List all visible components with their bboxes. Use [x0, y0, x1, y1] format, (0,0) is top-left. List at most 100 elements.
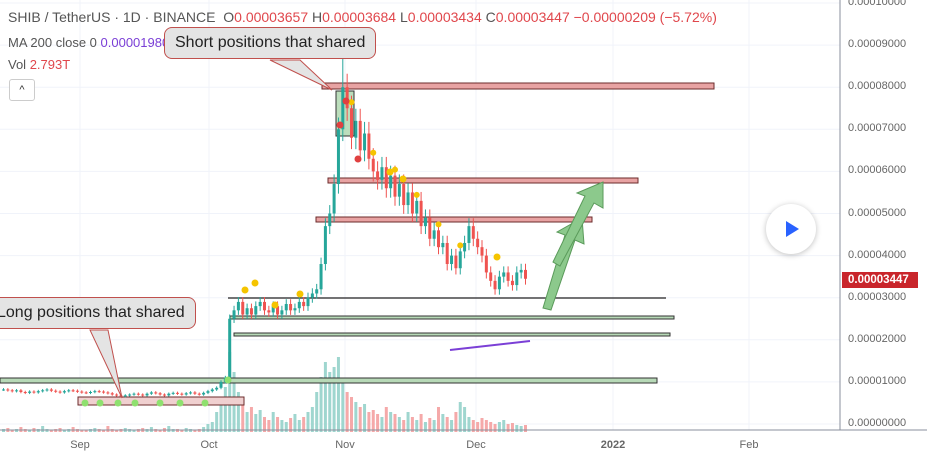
candle[interactable]: [15, 390, 19, 392]
candle[interactable]: [232, 310, 236, 319]
symbol-title[interactable]: SHIB / TetherUS · 1D · BINANCE: [8, 9, 216, 25]
candle[interactable]: [219, 381, 223, 388]
candle[interactable]: [149, 392, 153, 394]
candle[interactable]: [454, 255, 458, 269]
candle[interactable]: [289, 304, 293, 311]
play-button[interactable]: [766, 204, 816, 254]
candle[interactable]: [402, 184, 406, 206]
candle[interactable]: [241, 301, 245, 315]
candle[interactable]: [419, 200, 423, 227]
candle[interactable]: [350, 108, 353, 138]
candle[interactable]: [410, 192, 414, 214]
resistance-zone[interactable]: [315, 216, 593, 223]
candle[interactable]: [180, 393, 184, 395]
candle[interactable]: [189, 392, 193, 394]
candle[interactable]: [267, 310, 271, 313]
candle[interactable]: [297, 301, 301, 309]
candle[interactable]: [476, 238, 480, 248]
candle[interactable]: [258, 301, 262, 307]
candle[interactable]: [176, 392, 179, 394]
candle[interactable]: [89, 392, 92, 394]
candle[interactable]: [367, 133, 371, 159]
candle[interactable]: [515, 272, 519, 286]
candle[interactable]: [276, 306, 280, 315]
candle[interactable]: [2, 389, 5, 391]
candle[interactable]: [171, 392, 175, 394]
candle[interactable]: [167, 393, 171, 396]
candle[interactable]: [202, 392, 206, 395]
candle[interactable]: [210, 389, 214, 392]
candle[interactable]: [23, 392, 27, 394]
candle[interactable]: [376, 171, 380, 180]
candle[interactable]: [32, 391, 36, 393]
candle[interactable]: [437, 230, 440, 248]
candle[interactable]: [110, 393, 114, 395]
candle[interactable]: [306, 297, 310, 307]
candle[interactable]: [249, 308, 253, 315]
candle[interactable]: [245, 308, 249, 315]
candle[interactable]: [93, 391, 97, 393]
candle[interactable]: [6, 389, 10, 391]
candle[interactable]: [341, 87, 345, 130]
ma-legend[interactable]: MA 200 close 0 0.00001980: [8, 35, 169, 50]
candle[interactable]: [323, 226, 327, 265]
candle[interactable]: [67, 390, 71, 392]
candle[interactable]: [463, 242, 467, 252]
candle[interactable]: [524, 269, 527, 279]
resistance-zone[interactable]: [327, 177, 639, 184]
candle[interactable]: [371, 158, 375, 172]
candle[interactable]: [406, 192, 410, 206]
candle[interactable]: [254, 306, 258, 315]
candle[interactable]: [54, 390, 58, 392]
candle[interactable]: [302, 301, 306, 307]
collapse-legend-button[interactable]: ^: [9, 79, 35, 101]
candle[interactable]: [136, 393, 140, 395]
candle[interactable]: [450, 255, 454, 265]
candle[interactable]: [41, 390, 45, 392]
long-positions-callout[interactable]: Long positions that shared: [0, 297, 196, 329]
candle[interactable]: [236, 301, 240, 311]
candle[interactable]: [384, 167, 388, 189]
resistance-zone[interactable]: [321, 82, 715, 90]
candle[interactable]: [19, 390, 23, 393]
candle[interactable]: [197, 393, 201, 395]
candle[interactable]: [415, 200, 419, 214]
candle[interactable]: [380, 167, 384, 180]
candle[interactable]: [154, 392, 158, 394]
candle[interactable]: [106, 392, 110, 394]
candle[interactable]: [128, 394, 132, 396]
candle[interactable]: [45, 389, 49, 391]
candle[interactable]: [62, 391, 66, 393]
candle[interactable]: [467, 226, 471, 243]
candle[interactable]: [271, 306, 275, 313]
candle[interactable]: [184, 393, 188, 395]
candle[interactable]: [28, 391, 32, 393]
candle[interactable]: [497, 276, 501, 290]
candle[interactable]: [10, 390, 14, 392]
candle[interactable]: [141, 394, 145, 396]
candle[interactable]: [315, 289, 319, 294]
candle[interactable]: [354, 120, 358, 138]
candle[interactable]: [49, 389, 53, 391]
candle[interactable]: [71, 390, 75, 392]
candle[interactable]: [319, 264, 323, 290]
candle[interactable]: [432, 230, 436, 239]
candle[interactable]: [123, 395, 127, 397]
candle[interactable]: [58, 391, 62, 393]
candle[interactable]: [336, 129, 340, 185]
support-zone[interactable]: [0, 377, 658, 384]
candle[interactable]: [145, 393, 149, 396]
candle[interactable]: [215, 387, 219, 390]
candle[interactable]: [397, 184, 401, 197]
candle[interactable]: [162, 394, 166, 396]
candle[interactable]: [471, 226, 475, 239]
candle[interactable]: [393, 175, 397, 197]
candle[interactable]: [489, 272, 493, 281]
candle[interactable]: [484, 255, 488, 273]
candle[interactable]: [228, 318, 232, 378]
candle[interactable]: [441, 242, 445, 248]
candle[interactable]: [458, 251, 462, 269]
candle[interactable]: [158, 393, 162, 395]
candle[interactable]: [493, 280, 497, 290]
candle[interactable]: [506, 272, 510, 281]
